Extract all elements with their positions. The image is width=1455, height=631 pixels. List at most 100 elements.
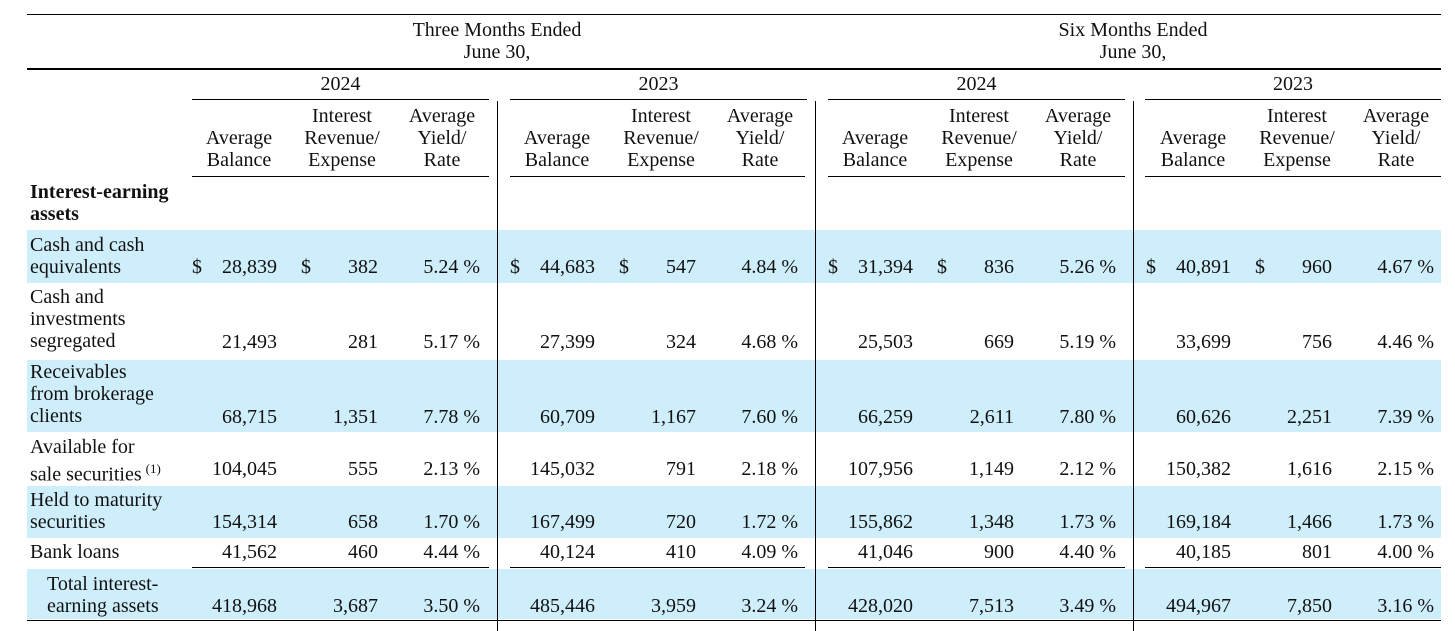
total-rule-3	[828, 567, 1125, 568]
total-rule-2	[510, 567, 805, 568]
cell-receivables-1: 1,351	[333, 406, 378, 428]
cell-bank-loans-11: 4.00 %	[1377, 541, 1434, 563]
cell-total-3: 485,446	[530, 595, 595, 617]
row-label-receivables: Receivables from brokerage clients	[30, 361, 154, 427]
year-header-4: 2023	[1273, 73, 1313, 95]
cell-afs-3: 145,032	[530, 458, 595, 480]
row-label-bank-loans: Bank loans	[30, 541, 120, 563]
col-header-rule-2	[510, 176, 805, 177]
cell-receivables-9: 60,626	[1176, 406, 1231, 428]
cell-segregated-2: 5.17 %	[423, 331, 480, 353]
cell-total-5: 3.24 %	[741, 595, 798, 617]
year-header-1: 2024	[320, 73, 361, 95]
col-yield-1: Average Yield/ Rate	[408, 105, 476, 171]
cell-bank-loans-1: 460	[348, 541, 378, 563]
col-header-rule-4	[1145, 176, 1441, 177]
cell-total-10: 7,850	[1287, 595, 1332, 617]
cell-cash-7: 836	[984, 256, 1014, 278]
cell-cash-8: 5.26 %	[1059, 256, 1116, 278]
cell-afs-9: 150,382	[1166, 458, 1231, 480]
cell-segregated-9: 33,699	[1176, 331, 1231, 353]
cell-cash-6: 31,394	[858, 256, 913, 278]
cell-htm-1: 658	[348, 511, 378, 533]
row-label-afs: Available for sale securities (1)	[30, 436, 161, 486]
bottom-rule	[27, 620, 1441, 621]
cell-cash-3: 44,683	[540, 256, 595, 278]
total-rule-4	[1145, 567, 1441, 568]
top-rule	[27, 14, 1441, 15]
cell-total-4: 3,959	[651, 595, 696, 617]
cell-bank-loans-9: 40,185	[1176, 541, 1231, 563]
cell-afs-7: 1,149	[969, 458, 1014, 480]
cell-afs-10: 1,616	[1287, 458, 1332, 480]
dollar-sign: $	[301, 256, 311, 278]
dollar-sign: $	[1255, 256, 1265, 278]
row-band-total	[27, 569, 1441, 619]
cell-segregated-0: 21,493	[222, 331, 277, 353]
cell-htm-11: 1.73 %	[1377, 511, 1434, 533]
row-label-htm: Held to maturity securities	[30, 489, 163, 533]
cell-cash-2: 5.24 %	[423, 256, 480, 278]
col-yield-3: Average Yield/ Rate	[1044, 105, 1112, 171]
cell-cash-10: 960	[1302, 256, 1332, 278]
cell-bank-loans-2: 4.44 %	[423, 541, 480, 563]
year-rule-3	[828, 99, 1125, 100]
cell-bank-loans-8: 4.40 %	[1059, 541, 1116, 563]
cell-cash-1: 382	[348, 256, 378, 278]
row-label-afs-text: Available for sale securities	[30, 436, 142, 486]
cell-total-7: 7,513	[969, 595, 1014, 617]
row-label-cash: Cash and cash equivalents	[30, 234, 145, 278]
cell-afs-0: 104,045	[212, 458, 277, 480]
cell-total-11: 3.16 %	[1377, 595, 1434, 617]
cell-receivables-7: 2,611	[969, 406, 1014, 428]
cell-afs-2: 2.13 %	[423, 458, 480, 480]
header-three-months: Three Months Ended June 30,	[412, 19, 582, 63]
cell-receivables-4: 1,167	[651, 406, 696, 428]
vsep-2	[815, 101, 816, 631]
col-avg-balance-3: Average Balance	[841, 127, 909, 171]
col-interest-4: Interest Revenue/ Expense	[1259, 105, 1335, 171]
cell-bank-loans-6: 41,046	[858, 541, 913, 563]
cell-htm-6: 155,862	[848, 511, 913, 533]
cell-afs-5: 2.18 %	[741, 458, 798, 480]
footnote-marker: (1)	[145, 461, 161, 476]
cell-segregated-8: 5.19 %	[1059, 331, 1116, 353]
cell-receivables-11: 7.39 %	[1377, 406, 1434, 428]
cell-segregated-7: 669	[984, 331, 1014, 353]
section-title: Interest-earning assets	[30, 181, 169, 225]
year-header-2: 2023	[638, 73, 679, 95]
cell-receivables-6: 66,259	[858, 406, 913, 428]
row-label-segregated: Cash and investments segregated	[30, 286, 126, 352]
year-header-3: 2024	[956, 73, 997, 95]
dollar-sign: $	[828, 256, 838, 278]
col-header-rule-1	[192, 176, 489, 177]
vsep-1	[497, 101, 498, 631]
cell-total-9: 494,967	[1166, 595, 1231, 617]
col-interest-1: Interest Revenue/ Expense	[304, 105, 380, 171]
col-interest-3: Interest Revenue/ Expense	[941, 105, 1017, 171]
vsep-3	[1133, 101, 1134, 631]
cell-afs-1: 555	[348, 458, 378, 480]
dollar-sign: $	[1146, 256, 1156, 278]
cell-segregated-10: 756	[1302, 331, 1332, 353]
cell-afs-11: 2.15 %	[1377, 458, 1434, 480]
col-avg-balance-4: Average Balance	[1159, 127, 1227, 171]
cell-bank-loans-7: 900	[984, 541, 1014, 563]
cell-htm-3: 167,499	[530, 511, 595, 533]
dollar-sign: $	[619, 256, 629, 278]
dollar-sign: $	[937, 256, 947, 278]
year-rule-1	[192, 99, 489, 100]
cell-afs-6: 107,956	[848, 458, 913, 480]
cell-receivables-3: 60,709	[540, 406, 595, 428]
cell-cash-5: 4.84 %	[741, 256, 798, 278]
cell-htm-4: 720	[666, 511, 696, 533]
cell-total-8: 3.49 %	[1059, 595, 1116, 617]
cell-receivables-10: 2,251	[1287, 406, 1332, 428]
cell-cash-11: 4.67 %	[1377, 256, 1434, 278]
row-band-htm	[27, 486, 1441, 538]
col-yield-4: Average Yield/ Rate	[1362, 105, 1430, 171]
cell-receivables-2: 7.78 %	[423, 406, 480, 428]
row-band-cash	[27, 230, 1441, 283]
cell-cash-4: 547	[666, 256, 696, 278]
row-label-total: Total interest- earning assets	[47, 573, 159, 617]
